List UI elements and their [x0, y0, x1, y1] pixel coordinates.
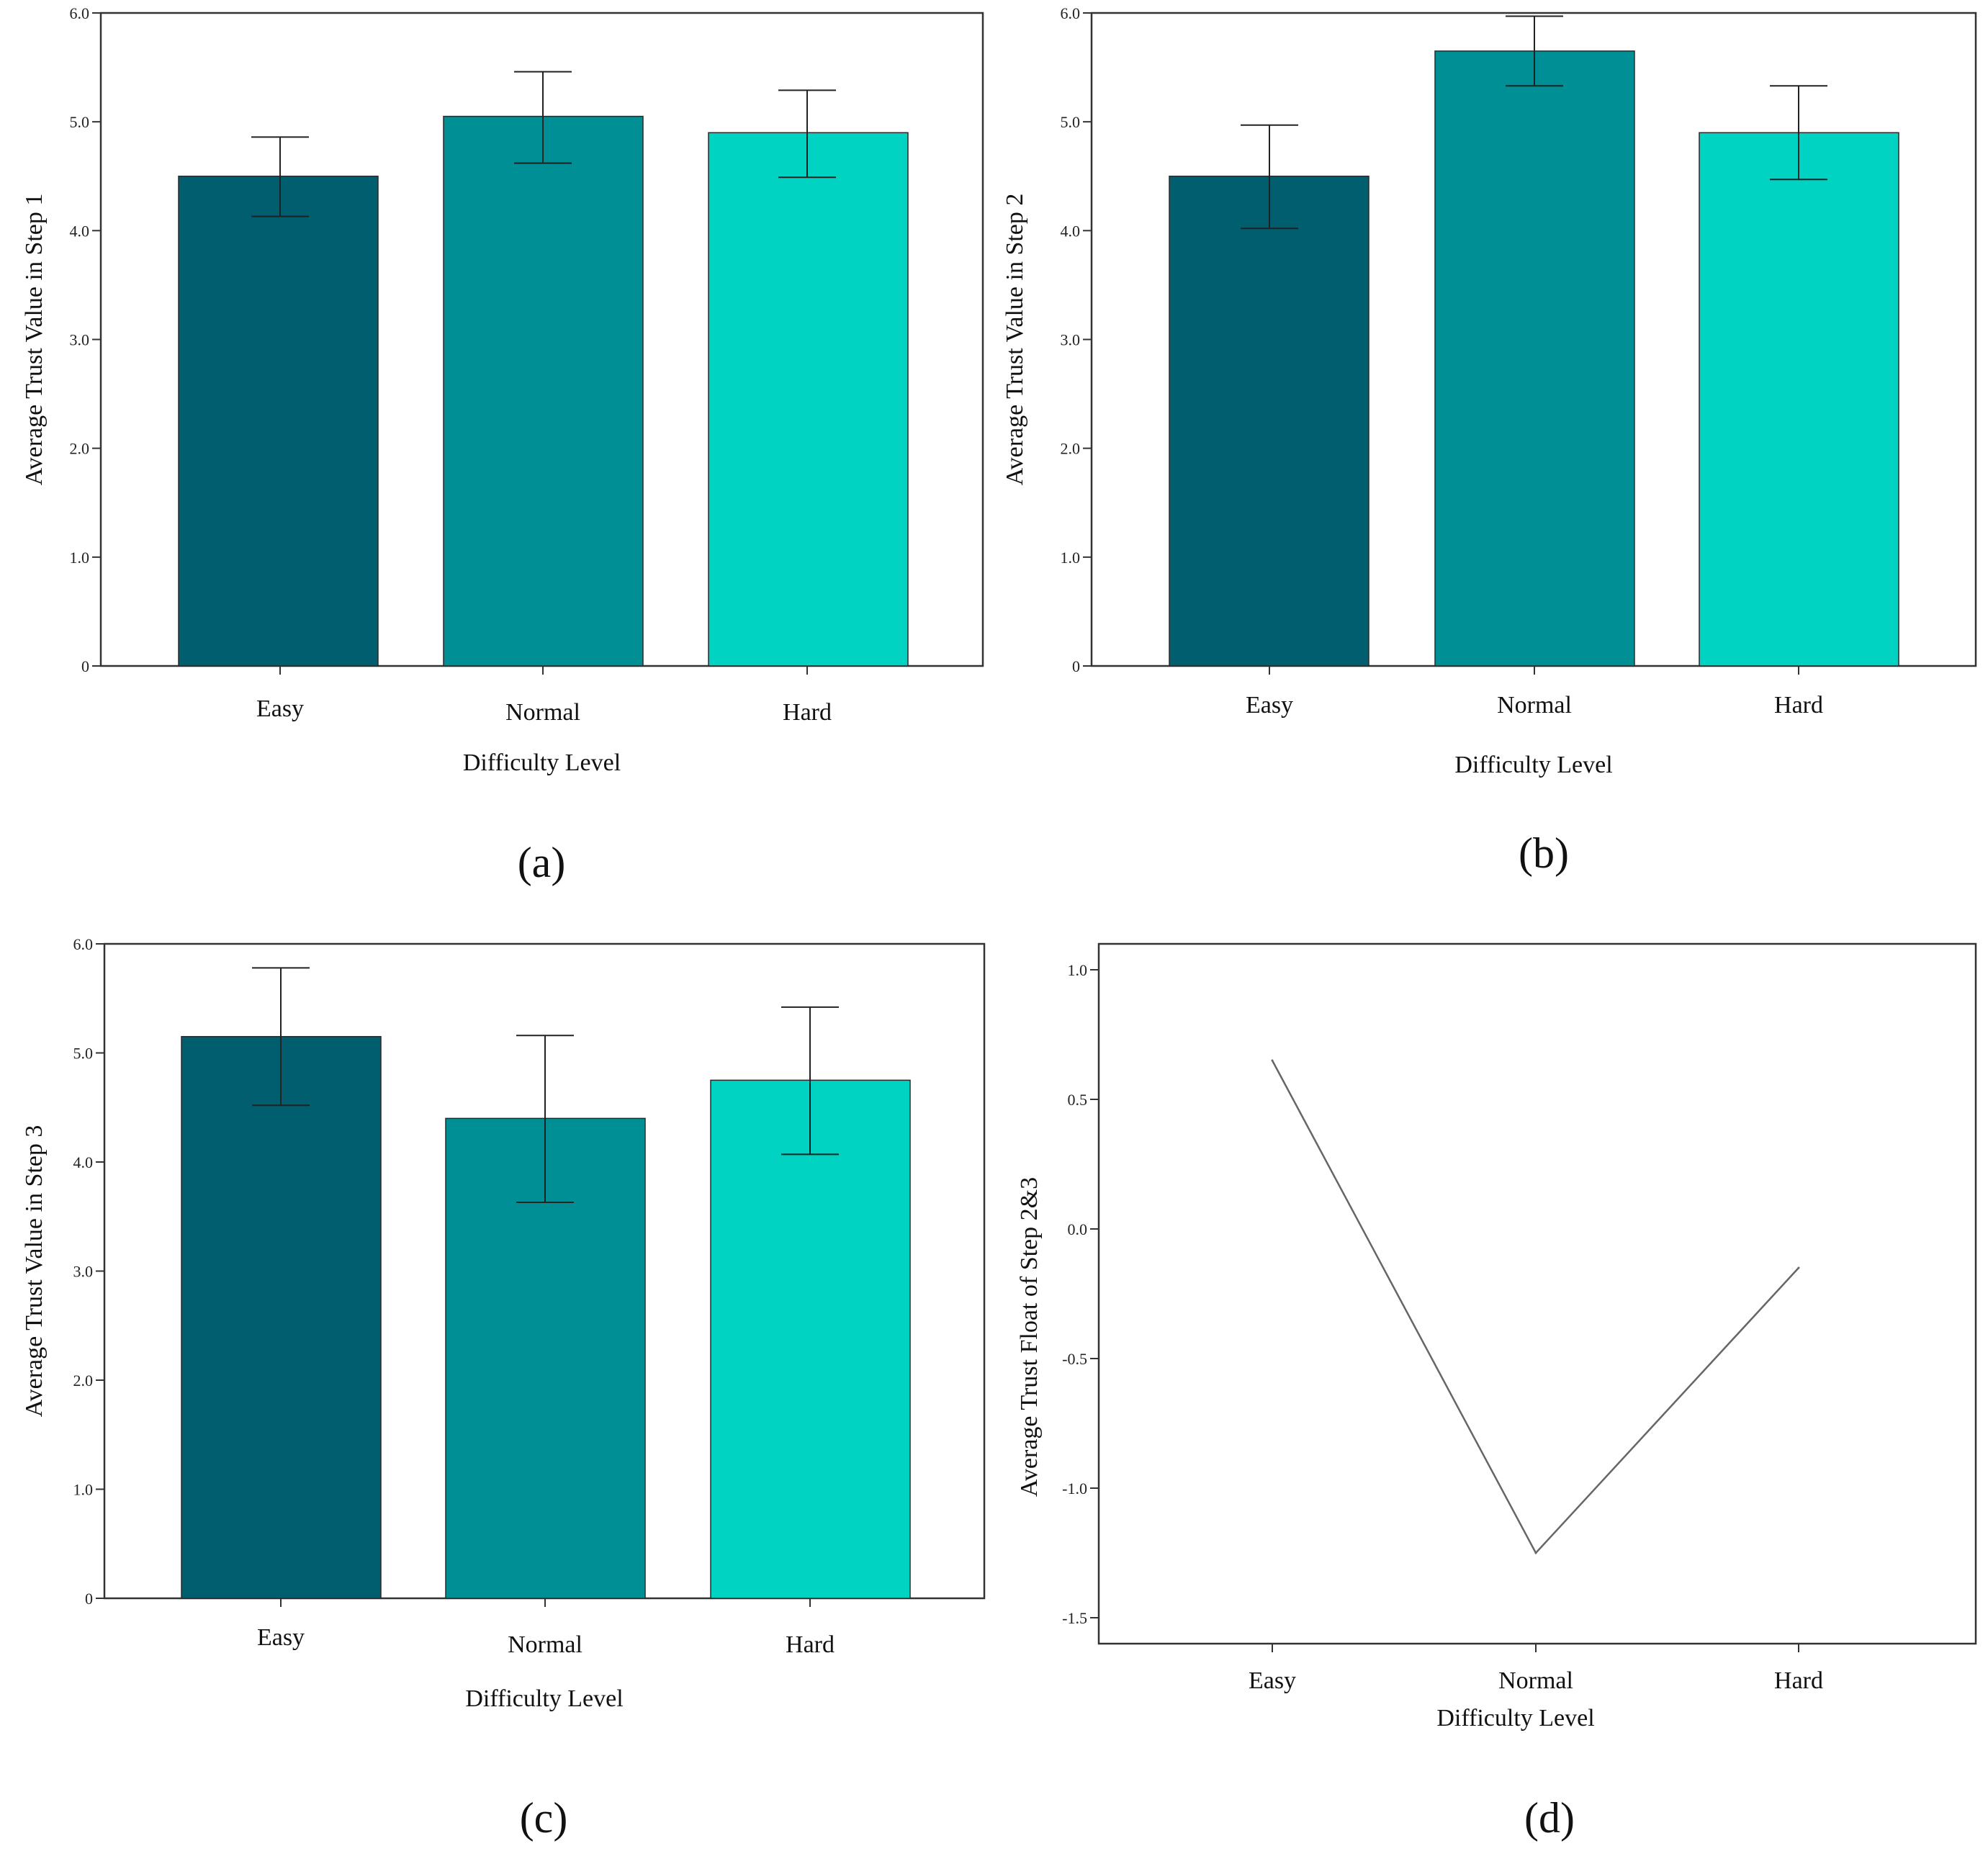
x-axis-label: Difficulty Level — [465, 1685, 623, 1712]
bar-easy — [1169, 176, 1369, 667]
x-tick-label: Hard — [786, 1631, 835, 1658]
bar-easy — [181, 1036, 382, 1599]
y-tick-label: 6.0 — [73, 935, 94, 953]
data-point-normal — [1534, 1551, 1537, 1554]
bar-hard — [708, 132, 909, 667]
y-tick-label: 4.0 — [1061, 222, 1081, 240]
y-tick-label: 0 — [85, 1590, 93, 1608]
y-tick-label: 0 — [81, 657, 89, 675]
panel-b: 0 1.0 2.0 3.0 4.0 5.0 6.0 Easy Normal Hard Difficu… — [1002, 4, 1977, 877]
y-tick-label: -1.5 — [1062, 1609, 1087, 1627]
y-axis-label: Average Trust Float of Step 2&3 — [1016, 1177, 1043, 1497]
data-point-easy — [1271, 1059, 1274, 1062]
y-tick-label: 5.0 — [1061, 113, 1081, 131]
bar-normal — [443, 115, 644, 667]
x-tick-label: Hard — [1774, 1667, 1823, 1694]
x-axis-label: Difficulty Level — [1436, 1705, 1594, 1731]
y-tick-label: 3.0 — [1061, 331, 1081, 349]
y-tick-label: 2.0 — [73, 1372, 94, 1390]
plot-frame — [1097, 942, 1977, 1645]
y-tick-label: 4.0 — [73, 1153, 94, 1171]
y-axis-label: Average Trust Value in Step 2 — [1002, 194, 1028, 486]
x-tick-label: Easy — [256, 695, 304, 722]
series-line — [1271, 1060, 1799, 1555]
x-tick-label: Easy — [1246, 692, 1293, 719]
y-tick-label: 5.0 — [73, 1045, 94, 1063]
y-tick-label: 6.0 — [1061, 4, 1081, 22]
x-tick-label: Hard — [783, 699, 832, 726]
y-tick-label: 1.0 — [70, 549, 90, 567]
x-tick-label: Normal — [1498, 1667, 1573, 1694]
panel-c: 0 1.0 2.0 3.0 4.0 5.0 6.0 Easy Normal Hard Difficu… — [21, 935, 986, 1842]
y-tick-label: 0 — [1072, 657, 1080, 675]
panel-a: 0 1.0 2.0 3.0 4.0 5.0 6.0 Easy Normal Hard Difficu… — [21, 4, 984, 886]
y-tick-label: 0.0 — [1068, 1220, 1088, 1238]
x-tick-label: Normal — [505, 699, 580, 726]
x-tick-label: Normal — [1497, 692, 1572, 719]
bar-hard — [710, 1079, 911, 1599]
y-tick-label: 5.0 — [70, 113, 90, 131]
panel-label: (c) — [520, 1794, 568, 1842]
y-tick-label: 2.0 — [70, 440, 90, 458]
panel-d: 1.0 0.5 0.0 -0.5 -1.0 -1.5 Easy Normal Hard Diffi… — [1016, 942, 1977, 1842]
y-tick-label: 2.0 — [1061, 440, 1081, 458]
y-axis-label: Average Trust Value in Step 3 — [21, 1125, 48, 1418]
bar-normal — [1434, 50, 1635, 667]
y-tick-label: 0.5 — [1068, 1091, 1088, 1109]
y-tick-label: 6.0 — [70, 4, 90, 22]
y-tick-label: -0.5 — [1062, 1350, 1087, 1368]
x-tick-label: Normal — [508, 1631, 583, 1658]
y-tick-label: 1.0 — [1061, 549, 1081, 567]
x-axis-label: Difficulty Level — [463, 749, 621, 776]
panel-label: (d) — [1524, 1794, 1575, 1842]
y-tick-label: 1.0 — [73, 1481, 94, 1499]
y-tick-label: -1.0 — [1062, 1480, 1087, 1498]
x-tick-label: Easy — [257, 1624, 305, 1651]
data-point-hard — [1797, 1266, 1800, 1269]
y-tick-label: 1.0 — [1068, 961, 1088, 979]
bar-hard — [1699, 132, 1899, 667]
x-axis-label: Difficulty Level — [1454, 752, 1612, 778]
y-tick-label: 3.0 — [70, 331, 90, 349]
panel-label: (b) — [1519, 829, 1569, 877]
panel-label: (a) — [518, 839, 566, 886]
y-tick-label: 4.0 — [70, 222, 90, 240]
y-tick-label: 3.0 — [73, 1263, 94, 1281]
y-axis-label: Average Trust Value in Step 1 — [21, 194, 48, 486]
bar-easy — [178, 176, 379, 667]
x-tick-label: Hard — [1774, 692, 1823, 719]
x-tick-label: Easy — [1249, 1667, 1296, 1694]
